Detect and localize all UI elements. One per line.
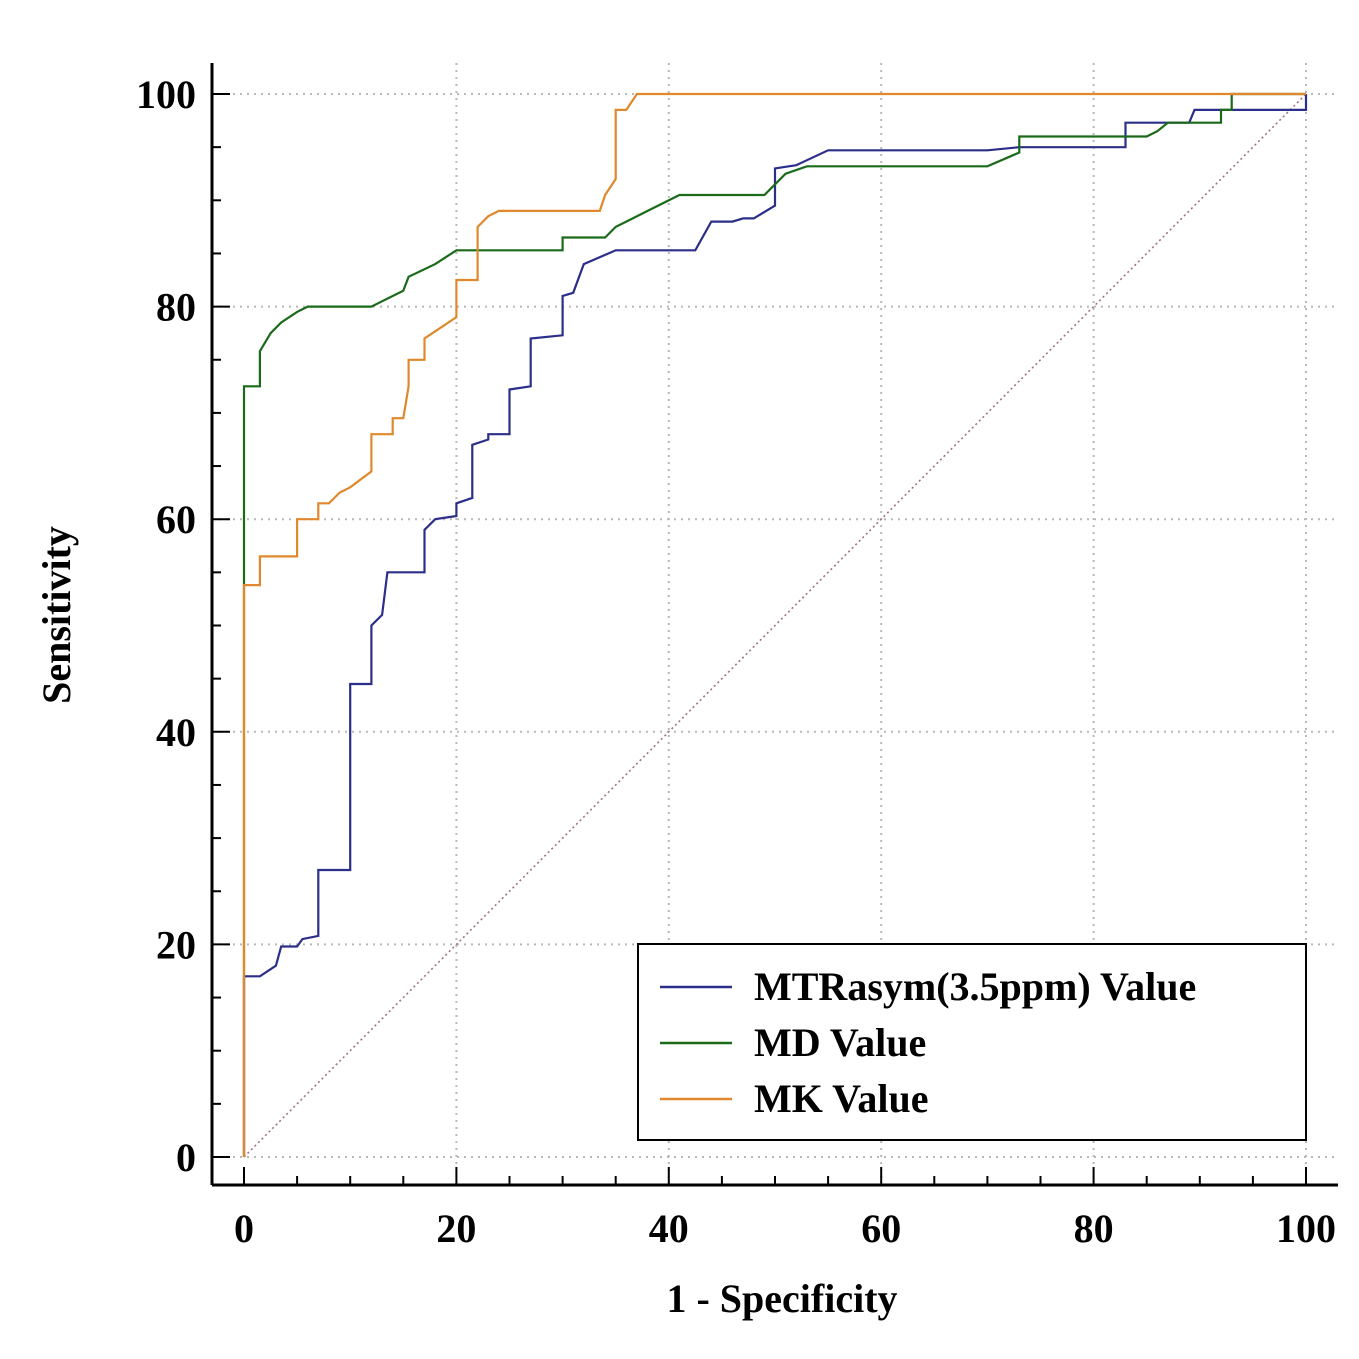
y-tick-label: 100 bbox=[136, 72, 196, 117]
x-axis-title: 1 - Specificity bbox=[666, 1276, 897, 1321]
x-tick-label: 0 bbox=[234, 1206, 254, 1251]
tick-labels: 0 20 40 60 80 100 0 20 40 60 80 100 bbox=[136, 72, 1336, 1251]
y-tick-label: 40 bbox=[156, 710, 196, 755]
series-lines bbox=[242, 92, 1308, 1157]
y-axis-title: Sensitivity bbox=[34, 526, 79, 704]
legend-label: MTRasym(3.5ppm) Value bbox=[754, 964, 1196, 1009]
x-tick-label: 60 bbox=[861, 1206, 901, 1251]
legend-box bbox=[637, 943, 1307, 1141]
series-line-md-value bbox=[242, 92, 1306, 1157]
x-tick-label: 80 bbox=[1074, 1206, 1114, 1251]
series-line-mtrasym-3-5ppm-value bbox=[242, 94, 1308, 1157]
x-tick-label: 20 bbox=[436, 1206, 476, 1251]
series-line-mk-value bbox=[242, 92, 1306, 1157]
legend: MTRasym(3.5ppm) Value MD Value MK Value bbox=[637, 943, 1307, 1141]
x-tick-label: 100 bbox=[1276, 1206, 1336, 1251]
y-tick-label: 0 bbox=[176, 1135, 196, 1180]
y-tick-label: 80 bbox=[156, 285, 196, 330]
y-tick-label: 20 bbox=[156, 922, 196, 967]
reference-diagonal bbox=[243, 93, 1307, 1158]
x-tick-label: 40 bbox=[649, 1206, 689, 1251]
ticks bbox=[212, 93, 1307, 1185]
legend-label: MK Value bbox=[754, 1076, 928, 1121]
y-tick-label: 60 bbox=[156, 497, 196, 542]
reference-diagonal-line bbox=[243, 93, 1307, 1158]
legend-label: MD Value bbox=[754, 1020, 926, 1065]
